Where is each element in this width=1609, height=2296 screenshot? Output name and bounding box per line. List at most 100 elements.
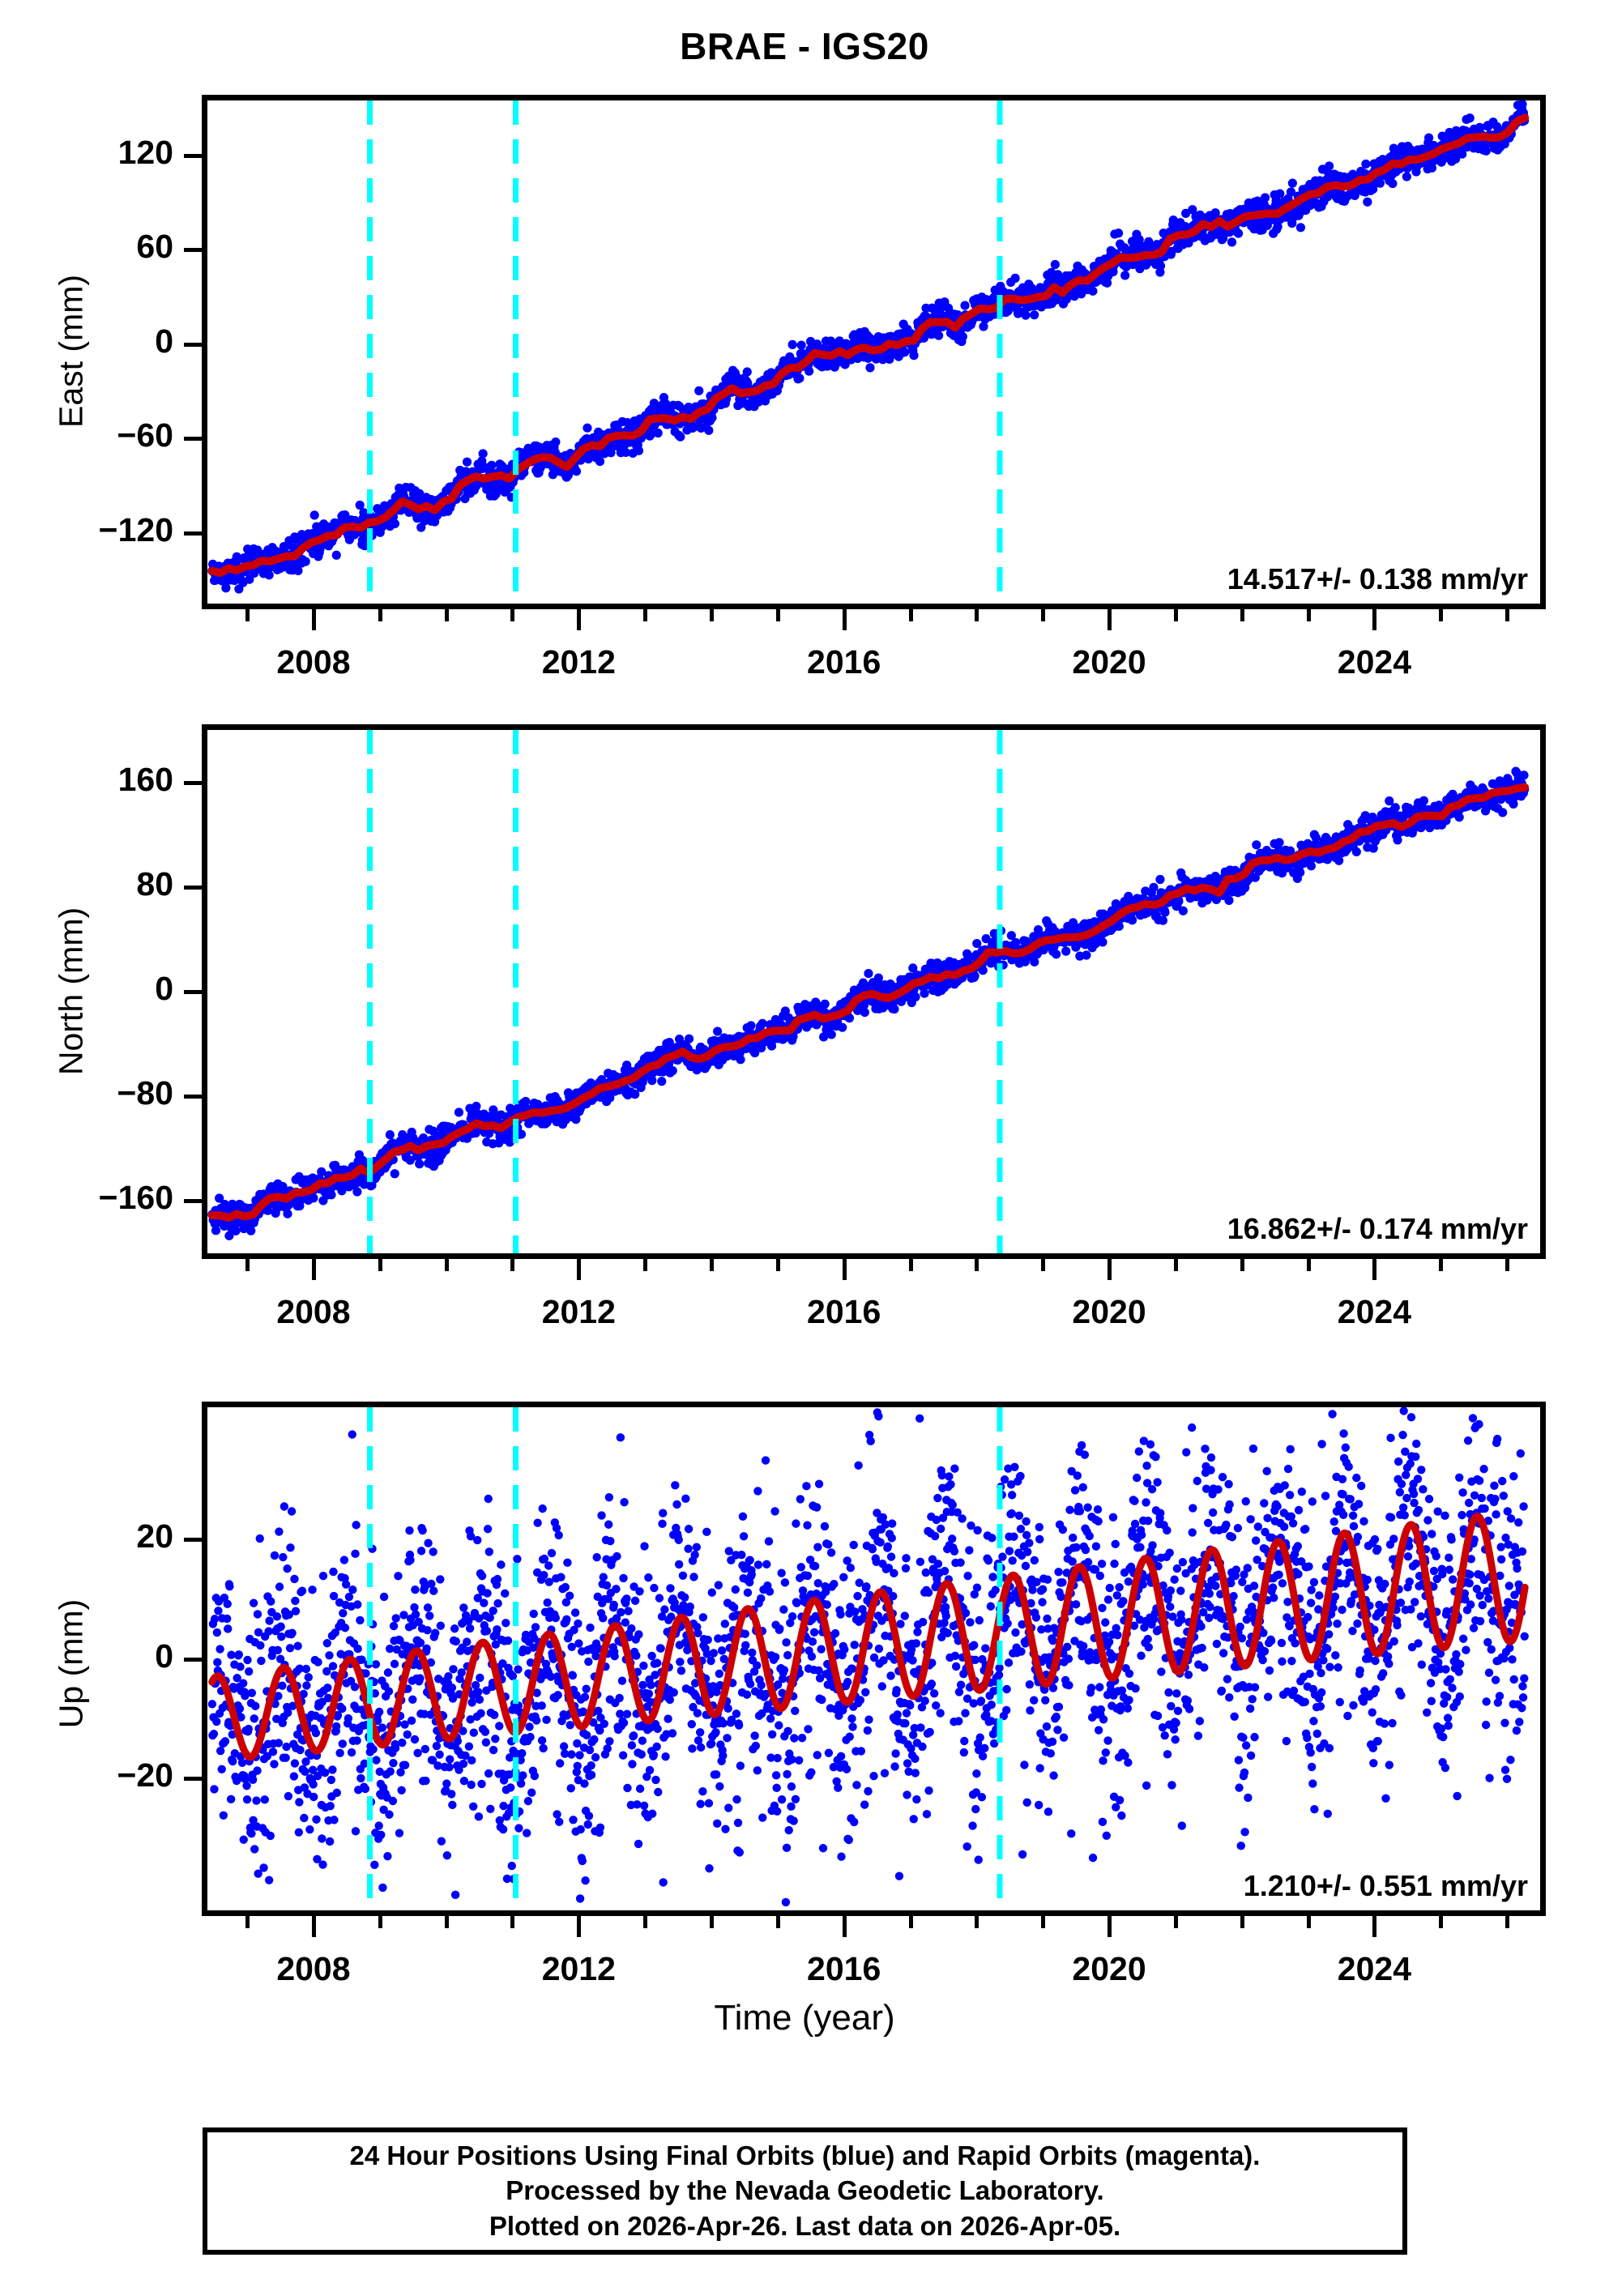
- xtick-mark-minor: [510, 1259, 515, 1271]
- xtick-mark-major: [577, 1259, 582, 1280]
- data-point: [225, 1582, 234, 1591]
- xtick-mark-major: [1372, 609, 1377, 630]
- data-point: [676, 432, 685, 442]
- data-point: [1146, 240, 1155, 250]
- data-point: [462, 457, 472, 467]
- data-point: [210, 1785, 219, 1794]
- data-point: [736, 1055, 745, 1065]
- data-point: [1519, 770, 1529, 780]
- data-point: [237, 1758, 247, 1767]
- data-point: [224, 1231, 234, 1240]
- data-point: [228, 1756, 237, 1766]
- data-point: [551, 437, 561, 447]
- data-point: [213, 1658, 222, 1667]
- data-point: [249, 1598, 258, 1607]
- data-point: [634, 446, 644, 455]
- ytick-mark: [184, 1095, 202, 1099]
- ytick-label: 60: [136, 228, 173, 266]
- xtick-label: 2020: [1072, 1293, 1146, 1330]
- xtick-mark-major: [842, 1259, 847, 1280]
- data-point: [646, 429, 656, 439]
- data-point: [245, 574, 254, 584]
- data-point: [385, 1130, 395, 1140]
- ytick-label: 0: [155, 322, 173, 360]
- panel-north-series: [207, 730, 1530, 1253]
- panel-east: 14.517+/- 0.138 mm/yr: [202, 95, 1546, 609]
- data-point: [826, 1030, 836, 1039]
- data-point: [1388, 178, 1398, 189]
- data-point: [960, 301, 970, 310]
- data-point: [355, 500, 365, 510]
- data-point: [248, 1775, 258, 1784]
- data-point: [911, 992, 920, 1002]
- panel-north: 16.862+/- 0.174 mm/yr: [202, 724, 1546, 1259]
- xtick-mark-minor: [908, 609, 913, 621]
- data-point: [1061, 946, 1071, 956]
- xtick-mark-minor: [1505, 609, 1510, 621]
- data-point: [657, 1077, 667, 1086]
- data-point: [1498, 808, 1508, 817]
- data-point: [1210, 208, 1220, 218]
- data-point: [1275, 189, 1285, 198]
- xtick-label: 2020: [1072, 643, 1146, 681]
- xtick-mark-minor: [709, 609, 714, 621]
- data-point: [1457, 149, 1467, 159]
- data-point: [250, 1845, 259, 1854]
- xtick-mark-minor: [1306, 1259, 1311, 1271]
- data-point: [909, 351, 919, 361]
- data-point: [1030, 310, 1039, 320]
- xtick-mark-minor: [1240, 1259, 1244, 1271]
- data-point: [742, 367, 752, 377]
- xtick-mark-minor: [1439, 609, 1444, 621]
- data-point: [263, 1206, 273, 1215]
- data-point: [707, 413, 717, 423]
- data-point: [653, 428, 663, 438]
- xtick-mark-minor: [709, 1259, 714, 1271]
- ytick-mark: [184, 885, 202, 890]
- ytick-label: −60: [117, 416, 173, 455]
- ytick-mark: [184, 990, 202, 994]
- xtick-label: 2016: [807, 643, 881, 681]
- data-point: [796, 340, 806, 350]
- xtick-mark-major: [577, 609, 582, 630]
- data-point: [220, 1737, 230, 1746]
- data-point: [1178, 906, 1188, 915]
- data-point: [934, 331, 944, 340]
- model-trend-line: [207, 113, 1530, 578]
- data-point: [1155, 874, 1165, 885]
- data-point: [215, 1193, 224, 1203]
- data-point: [1368, 184, 1378, 194]
- xtick-mark-minor: [245, 609, 250, 621]
- data-point: [621, 447, 630, 458]
- ytick-label: 80: [136, 864, 173, 903]
- data-point: [979, 322, 988, 331]
- data-point: [390, 1169, 399, 1179]
- xtick-mark-minor: [510, 609, 515, 621]
- data-point: [1082, 950, 1091, 960]
- ytick-mark: [184, 1199, 202, 1204]
- data-point: [1311, 833, 1321, 843]
- xtick-mark-minor: [975, 609, 979, 621]
- xtick-mark-minor: [643, 1259, 648, 1271]
- data-point: [1114, 921, 1124, 931]
- data-point: [1375, 178, 1385, 188]
- data-point: [211, 1226, 221, 1235]
- xtick-mark-major: [311, 609, 316, 630]
- xtick-mark-minor: [444, 1259, 449, 1271]
- data-point: [217, 1765, 226, 1773]
- data-point: [1260, 193, 1270, 203]
- data-point: [1465, 113, 1475, 123]
- data-point: [1021, 310, 1031, 320]
- data-point: [309, 510, 319, 520]
- data-point: [1113, 228, 1124, 238]
- xtick-mark-minor: [908, 1259, 913, 1271]
- data-point: [244, 1724, 253, 1734]
- xtick-mark-major: [311, 1259, 316, 1280]
- xtick-label: 2008: [276, 1293, 351, 1330]
- data-point: [1325, 161, 1334, 171]
- data-point: [668, 1065, 677, 1076]
- xtick-mark-minor: [975, 1259, 979, 1271]
- data-point: [1517, 100, 1527, 109]
- xtick-mark-minor: [775, 1259, 780, 1271]
- data-point: [454, 1107, 464, 1117]
